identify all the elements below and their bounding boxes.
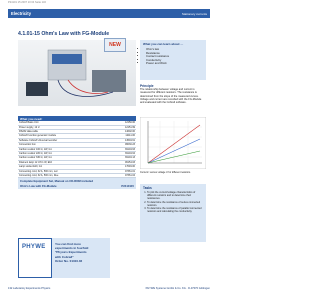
- more-line: experiments in fourfold: [55, 246, 89, 251]
- item-name: Cobra3 Function generator module: [19, 134, 57, 138]
- logo: PHYWE: [18, 238, 52, 278]
- need-table: What you need: Cobra3 Basic-Unit 12150.00…: [18, 116, 136, 183]
- new-badge: NEW: [104, 38, 126, 52]
- item-name: Connecting cord, 32 A, 500 mm, red: [19, 169, 58, 173]
- need-row: Lamp socket E10, G1 17049.00: [18, 165, 136, 170]
- item-name: Carbon resistor 100 Ω, 1W, G1: [19, 147, 52, 151]
- item-name: Software Cobra3 Universal recorder: [19, 138, 58, 142]
- order-number: 12111.00: [125, 134, 135, 138]
- order-number: 39104.13: [125, 156, 135, 160]
- learn-item: Ohm's law: [146, 47, 206, 52]
- item-name: Carbon resistor 220 Ω, 1W, G1: [19, 152, 52, 156]
- need-row: Connection box 06030.23: [18, 143, 136, 148]
- more-text: You can find more experiments in fourfold…: [55, 242, 108, 263]
- item-name: Connecting cord, 32 A, 500 mm, blue: [19, 174, 59, 178]
- item-name: Connection box: [19, 143, 36, 147]
- item-name: Power supply, 12 V-: [19, 125, 41, 129]
- need-row: Connecting cord, 32 A, 500 mm, red 07361.…: [18, 169, 136, 175]
- graph-caption: Current I versus voltage U for different…: [140, 171, 191, 174]
- order-number: 07361.01: [125, 169, 135, 173]
- learn-heading: What you can learn about …: [143, 42, 184, 46]
- set-name: Ohm's Law with FG-Module: [20, 184, 57, 188]
- graph: [139, 116, 207, 170]
- need-row: Carbon resistor 220 Ω, 1W, G1 39104.64: [18, 152, 136, 157]
- learn-item: Resistance: [146, 51, 206, 56]
- need-row: RS232 data cable 14602.00: [18, 130, 136, 135]
- task-item: To plot the current/voltage characterist…: [147, 191, 203, 201]
- set-label: Complete Equipment Set, Manual on CD-ROM…: [20, 179, 94, 183]
- need-rows: Cobra3 Basic-Unit 12150.00 Power supply, 1…: [18, 121, 136, 183]
- order-number: 14602.00: [125, 130, 135, 133]
- need-row: Software Cobra3 Universal recorder 14504.…: [18, 138, 136, 144]
- item-name: Filament lamp 12 V/0.1 W, E10: [19, 160, 52, 164]
- item-name: Carbon resistor 330 Ω, 1W, G1: [19, 156, 52, 160]
- equipment-set: Complete Equipment Set, Manual on CD-ROM…: [18, 178, 136, 189]
- item-name: RS232 data cable: [19, 130, 39, 133]
- section: Electricity: [11, 11, 32, 17]
- principle-text: The relationship between voltage and cur…: [140, 88, 202, 105]
- logo-text: PHYWE: [22, 244, 46, 250]
- learn-item: Power and Work: [146, 62, 206, 66]
- learn-box: What you can learn about … Ohm's lawResi…: [140, 40, 206, 80]
- tasks-heading: Tasks: [143, 186, 152, 190]
- order-number: 12150.00: [125, 121, 135, 125]
- need-row: Power supply, 12 V- 12151.99: [18, 126, 136, 130]
- more-line: "Physics Experiments: [55, 250, 87, 255]
- graph-drawing: [139, 116, 207, 170]
- section-bar: Electricity Stationary currents: [8, 9, 210, 18]
- order-number: 14504.61: [125, 138, 135, 142]
- need-heading: What you need:: [18, 116, 136, 122]
- footer-left: 132 Laboratory Experiments Physics: [8, 287, 51, 290]
- order-number: 39104.64: [125, 152, 135, 156]
- need-row: Carbon resistor 330 Ω, 1W, G1 39104.13: [18, 156, 136, 161]
- need-row: Cobra3 Basic-Unit 12150.00: [18, 121, 136, 126]
- order-number: 06154.03: [125, 160, 135, 164]
- more-line: Order No. 01310.02: [55, 258, 83, 263]
- task-item: To determine the resistance of series co…: [147, 201, 203, 207]
- title: 4.1.01-15 Ohm's Law with FG-Module: [18, 31, 110, 37]
- item-name: Cobra3 Basic-Unit: [19, 121, 39, 125]
- learn-item: Contact resistance: [146, 55, 206, 59]
- need-row: Connecting cord, 32 A, 500 mm, blue 07361…: [18, 174, 136, 179]
- set-order: P2410115: [121, 184, 134, 188]
- set-row: Ohm's Law with FG-Module P2410115: [18, 184, 136, 188]
- subsection: Stationary currents: [181, 12, 207, 16]
- need-row: Carbon resistor 100 Ω, 1W, G1 39104.63: [18, 147, 136, 153]
- top-note: P24101 15 2007 10 04 Seite 132: [8, 1, 46, 4]
- need-row: Cobra3 Function generator module 12111.00: [18, 134, 136, 139]
- order-number: 07361.04: [125, 174, 135, 178]
- task-item: To determine the resistance of parallel …: [147, 207, 203, 213]
- more-box: PHYWE You can find more experiments in fo…: [18, 238, 110, 278]
- page: {"header": {"top_note": "P24101 15 2007 …: [0, 0, 218, 300]
- footer-right: PHYWE Systeme GmbH & Co. KG · D-37070 Gö…: [145, 287, 210, 290]
- order-number: 12151.99: [125, 125, 135, 129]
- principle: Principle The relationship between volta…: [140, 84, 206, 104]
- tasks-box: Tasks To plot the current/voltage charac…: [140, 184, 206, 242]
- item-name: Lamp socket E10, G1: [19, 165, 42, 169]
- need-row: Filament lamp 12 V/0.1 W, E10 06154.03: [18, 160, 136, 166]
- more-line: with Cobra3": [55, 254, 74, 259]
- order-number: 17049.00: [125, 165, 135, 169]
- order-number: 06030.23: [125, 143, 135, 147]
- tasks-list: To plot the current/voltage characterist…: [140, 191, 206, 213]
- learn-item: Conductivity: [146, 58, 206, 63]
- principle-heading: Principle: [140, 84, 154, 88]
- more-line: You can find more: [55, 242, 81, 246]
- photo-drawing: [26, 49, 126, 97]
- order-number: 39104.63: [125, 147, 135, 151]
- learn-list: Ohm's lawResistanceContact resistanceCon…: [140, 47, 206, 66]
